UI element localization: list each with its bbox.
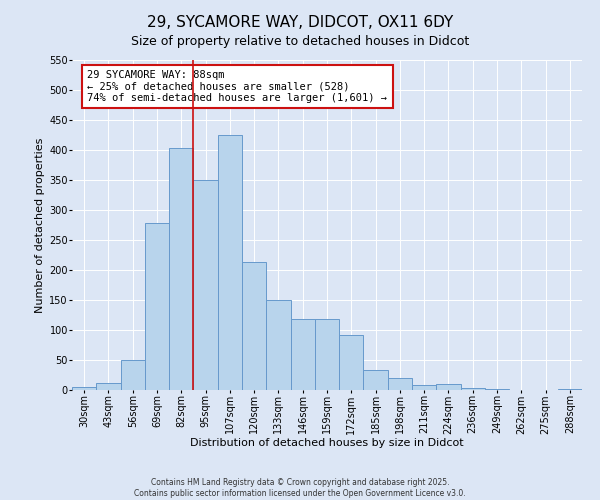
Bar	[242, 262, 266, 390]
Bar	[121, 360, 145, 390]
Bar	[193, 180, 218, 390]
Bar	[558, 389, 582, 390]
Text: Contains HM Land Registry data © Crown copyright and database right 2025.
Contai: Contains HM Land Registry data © Crown c…	[134, 478, 466, 498]
Y-axis label: Number of detached properties: Number of detached properties	[35, 138, 45, 312]
Text: Size of property relative to detached houses in Didcot: Size of property relative to detached ho…	[131, 35, 469, 48]
Bar	[72, 387, 96, 390]
Bar	[364, 370, 388, 390]
Bar	[412, 384, 436, 390]
Text: 29 SYCAMORE WAY: 88sqm
← 25% of detached houses are smaller (528)
74% of semi-de: 29 SYCAMORE WAY: 88sqm ← 25% of detached…	[88, 70, 388, 103]
Bar	[461, 388, 485, 390]
Text: 29, SYCAMORE WAY, DIDCOT, OX11 6DY: 29, SYCAMORE WAY, DIDCOT, OX11 6DY	[147, 15, 453, 30]
Bar	[388, 378, 412, 390]
Bar	[145, 223, 169, 390]
Bar	[169, 148, 193, 390]
Bar	[218, 135, 242, 390]
X-axis label: Distribution of detached houses by size in Didcot: Distribution of detached houses by size …	[190, 438, 464, 448]
Bar	[96, 383, 121, 390]
Bar	[339, 335, 364, 390]
Bar	[290, 318, 315, 390]
Bar	[315, 318, 339, 390]
Bar	[436, 384, 461, 390]
Bar	[266, 300, 290, 390]
